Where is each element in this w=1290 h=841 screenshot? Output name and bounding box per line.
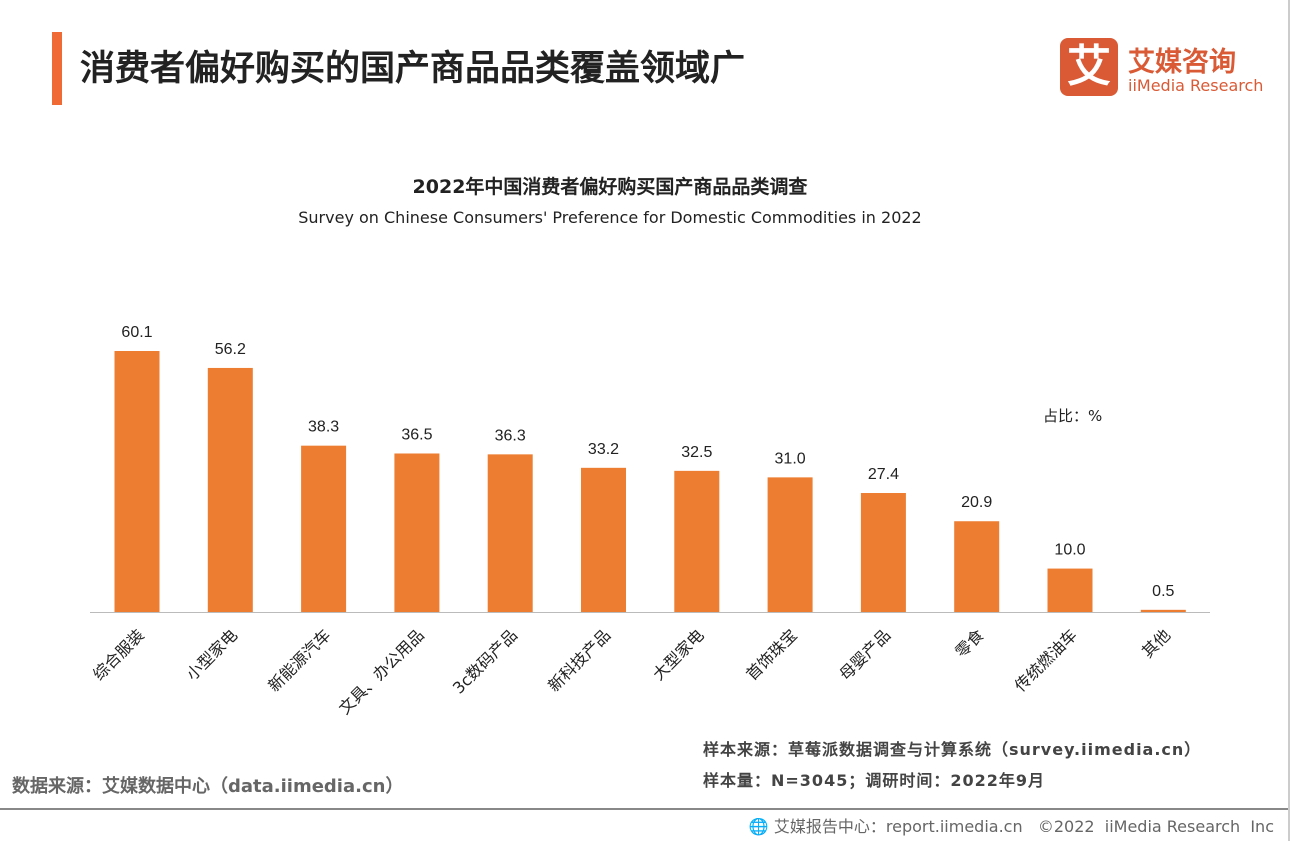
logo-en: iiMedia Research bbox=[1128, 76, 1264, 95]
data-label: 36.3 bbox=[495, 427, 526, 444]
bar-chart: 60.1 综合服装 56.2 小型家电 38.3 新能源汽车 36.5 文具、办公用品 36.3… bbox=[89, 324, 1210, 718]
footer-divider bbox=[0, 808, 1288, 810]
chart-title: 2022年中国消费者偏好购买国产商品品类调查 bbox=[412, 176, 808, 198]
bar bbox=[394, 453, 440, 612]
data-label: 0.5 bbox=[1152, 583, 1174, 600]
globe-icon: 🌐 bbox=[748, 817, 774, 836]
bar bbox=[767, 477, 813, 612]
category-label: 首饰珠宝 bbox=[742, 625, 801, 684]
data-label: 32.5 bbox=[681, 444, 712, 461]
category-label: 其他 bbox=[1138, 625, 1174, 661]
category-label: 文具、办公用品 bbox=[335, 625, 428, 718]
data-label: 33.2 bbox=[588, 441, 619, 458]
category-label: 新科技产品 bbox=[544, 625, 614, 695]
data-label: 56.2 bbox=[215, 341, 246, 358]
bar bbox=[487, 454, 533, 612]
bar bbox=[207, 367, 253, 612]
data-source: 数据来源：艾媒数据中心（data.iimedia.cn） bbox=[12, 776, 404, 797]
category-label: 3c数码产品 bbox=[449, 625, 521, 697]
sample-size: 样本量：N=3045；调研时间：2022年9月 bbox=[703, 771, 1045, 790]
footer-text: 艾媒报告中心：report.iimedia.cn ©2022 iiMedia R… bbox=[773, 817, 1274, 836]
title-accent-bar bbox=[52, 32, 62, 105]
logo: 艾 艾媒咨询 iiMedia Research bbox=[1060, 38, 1264, 98]
page-title: 消费者偏好购买的国产商品品类覆盖领域广 bbox=[80, 49, 746, 89]
bar bbox=[1047, 568, 1093, 612]
category-label: 小型家电 bbox=[182, 625, 241, 684]
category-label: 传统燃油车 bbox=[1011, 625, 1081, 695]
bar bbox=[860, 493, 906, 612]
category-label: 零食 bbox=[951, 625, 987, 661]
bar bbox=[301, 445, 347, 612]
data-label: 27.4 bbox=[868, 466, 899, 483]
bar bbox=[954, 521, 1000, 612]
data-label: 60.1 bbox=[121, 324, 152, 341]
chart-subtitle: Survey on Chinese Consumers' Preference … bbox=[298, 208, 922, 227]
category-label: 新能源汽车 bbox=[264, 625, 334, 695]
category-label: 大型家电 bbox=[649, 625, 708, 684]
data-label: 38.3 bbox=[308, 419, 339, 436]
data-label: 10.0 bbox=[1054, 542, 1085, 559]
data-label: 31.0 bbox=[775, 450, 806, 467]
data-label: 20.9 bbox=[961, 494, 992, 511]
category-label: 母婴产品 bbox=[836, 625, 895, 684]
data-label: 36.5 bbox=[401, 426, 432, 443]
logo-mark: 艾 bbox=[1060, 38, 1118, 96]
footer: 🌐 艾媒报告中心：report.iimedia.cn ©2022 iiMedia… bbox=[749, 813, 1274, 837]
bar bbox=[1140, 609, 1186, 612]
bar bbox=[581, 467, 626, 612]
bar bbox=[114, 351, 160, 612]
logo-cn: 艾媒咨询 bbox=[1128, 47, 1236, 78]
sample-source: 样本来源：草莓派数据调查与计算系统（survey.iimedia.cn） bbox=[703, 740, 1202, 759]
category-label: 综合服装 bbox=[89, 625, 148, 684]
unit-label: 占比：% bbox=[1043, 407, 1103, 425]
bar bbox=[674, 470, 720, 612]
